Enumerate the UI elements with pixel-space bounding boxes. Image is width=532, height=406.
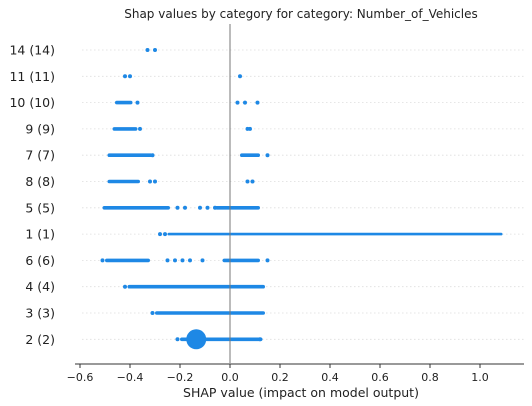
points-band [115, 100, 133, 105]
points-band [155, 311, 265, 315]
row-9: 4 (4) [25, 279, 524, 294]
shap-point [148, 179, 152, 184]
shap-point [265, 258, 270, 263]
x-tick-label: −0.6 [67, 371, 94, 384]
x-tick-label: −0.4 [117, 371, 144, 384]
shap-point [138, 126, 142, 131]
category-label: 11 (11) [9, 69, 55, 84]
points-band [167, 232, 503, 236]
category-label: 3 (3) [25, 306, 55, 321]
shap-point [145, 48, 150, 52]
shap-point [175, 205, 180, 210]
shap-point [255, 100, 260, 105]
density-blob [186, 329, 207, 350]
shap-point [238, 74, 242, 79]
row-6: 5 (5) [25, 200, 524, 215]
shap-point [243, 100, 247, 105]
x-tick-label: 0.2 [271, 371, 289, 384]
category-label: 10 (10) [9, 95, 55, 110]
points-band [215, 206, 260, 210]
shap-point [180, 258, 185, 263]
row-10: 3 (3) [25, 306, 524, 321]
shap-point [258, 337, 262, 342]
points-band [127, 284, 265, 289]
shap-point [153, 48, 157, 52]
shap-point [123, 74, 127, 79]
shap-point [205, 205, 210, 210]
points-band [112, 127, 138, 131]
shap-point [128, 74, 132, 79]
shap-point [188, 258, 192, 263]
row-5: 8 (8) [25, 174, 524, 189]
category-label: 6 (6) [25, 253, 55, 268]
category-label: 14 (14) [9, 43, 55, 58]
row-4: 7 (7) [25, 148, 524, 163]
shap-point [165, 258, 170, 263]
shap-point [153, 179, 157, 184]
chart-title: Shap values by category for category: Nu… [124, 7, 478, 21]
shap-point [213, 205, 217, 210]
shap-point [173, 258, 177, 263]
category-rows: 14 (14) 11 (11) 10 (10) 9 (9) 7 (7) 8 (8) 5 (5… [9, 43, 524, 350]
points-band [240, 153, 260, 157]
shap-point [100, 258, 105, 263]
shap-point [163, 232, 167, 237]
row-0: 14 (14) [9, 43, 524, 58]
shap-point [175, 337, 180, 342]
category-label: 8 (8) [25, 174, 55, 189]
row-3: 9 (9) [25, 121, 524, 136]
category-label: 4 (4) [25, 279, 55, 294]
row-7: 1 (1) [25, 227, 524, 242]
points-band [222, 258, 260, 263]
x-tick-label: 0.4 [321, 371, 339, 384]
shap-point [135, 100, 140, 105]
row-8: 6 (6) [25, 253, 524, 268]
x-tick-label: −0.2 [167, 371, 194, 384]
points-band [107, 179, 140, 184]
shap-point [200, 258, 205, 263]
shap-point [245, 179, 250, 184]
shap-point [235, 100, 240, 105]
category-label: 7 (7) [25, 148, 55, 163]
shap-point [183, 205, 187, 210]
shap-point [250, 179, 255, 184]
shap-point [150, 311, 155, 315]
row-11: 2 (2) [25, 329, 524, 350]
points-band [105, 258, 150, 263]
x-tick-label: 0.8 [421, 371, 439, 384]
shap-point [265, 153, 270, 158]
category-label: 1 (1) [25, 227, 55, 242]
category-label: 5 (5) [25, 200, 55, 215]
shap-point [158, 232, 162, 237]
x-axis-ticks: −0.6 −0.4 −0.2 0.0 0.2 0.4 0.6 0.8 1.0 [67, 364, 489, 384]
x-tick-label: 1.0 [471, 371, 489, 384]
shap-point [198, 205, 202, 210]
x-axis-label: SHAP value (impact on model output) [183, 385, 419, 400]
row-2: 10 (10) [9, 95, 524, 110]
points-band [107, 153, 153, 157]
row-1: 11 (11) [9, 69, 524, 84]
shap-point [248, 126, 252, 131]
x-tick-label: 0.6 [371, 371, 389, 384]
points-band [102, 206, 170, 210]
shap-point [123, 284, 127, 289]
x-tick-label: 0.0 [221, 371, 239, 384]
category-label: 2 (2) [25, 332, 55, 347]
shap-point [150, 153, 155, 158]
category-label: 9 (9) [25, 121, 55, 136]
